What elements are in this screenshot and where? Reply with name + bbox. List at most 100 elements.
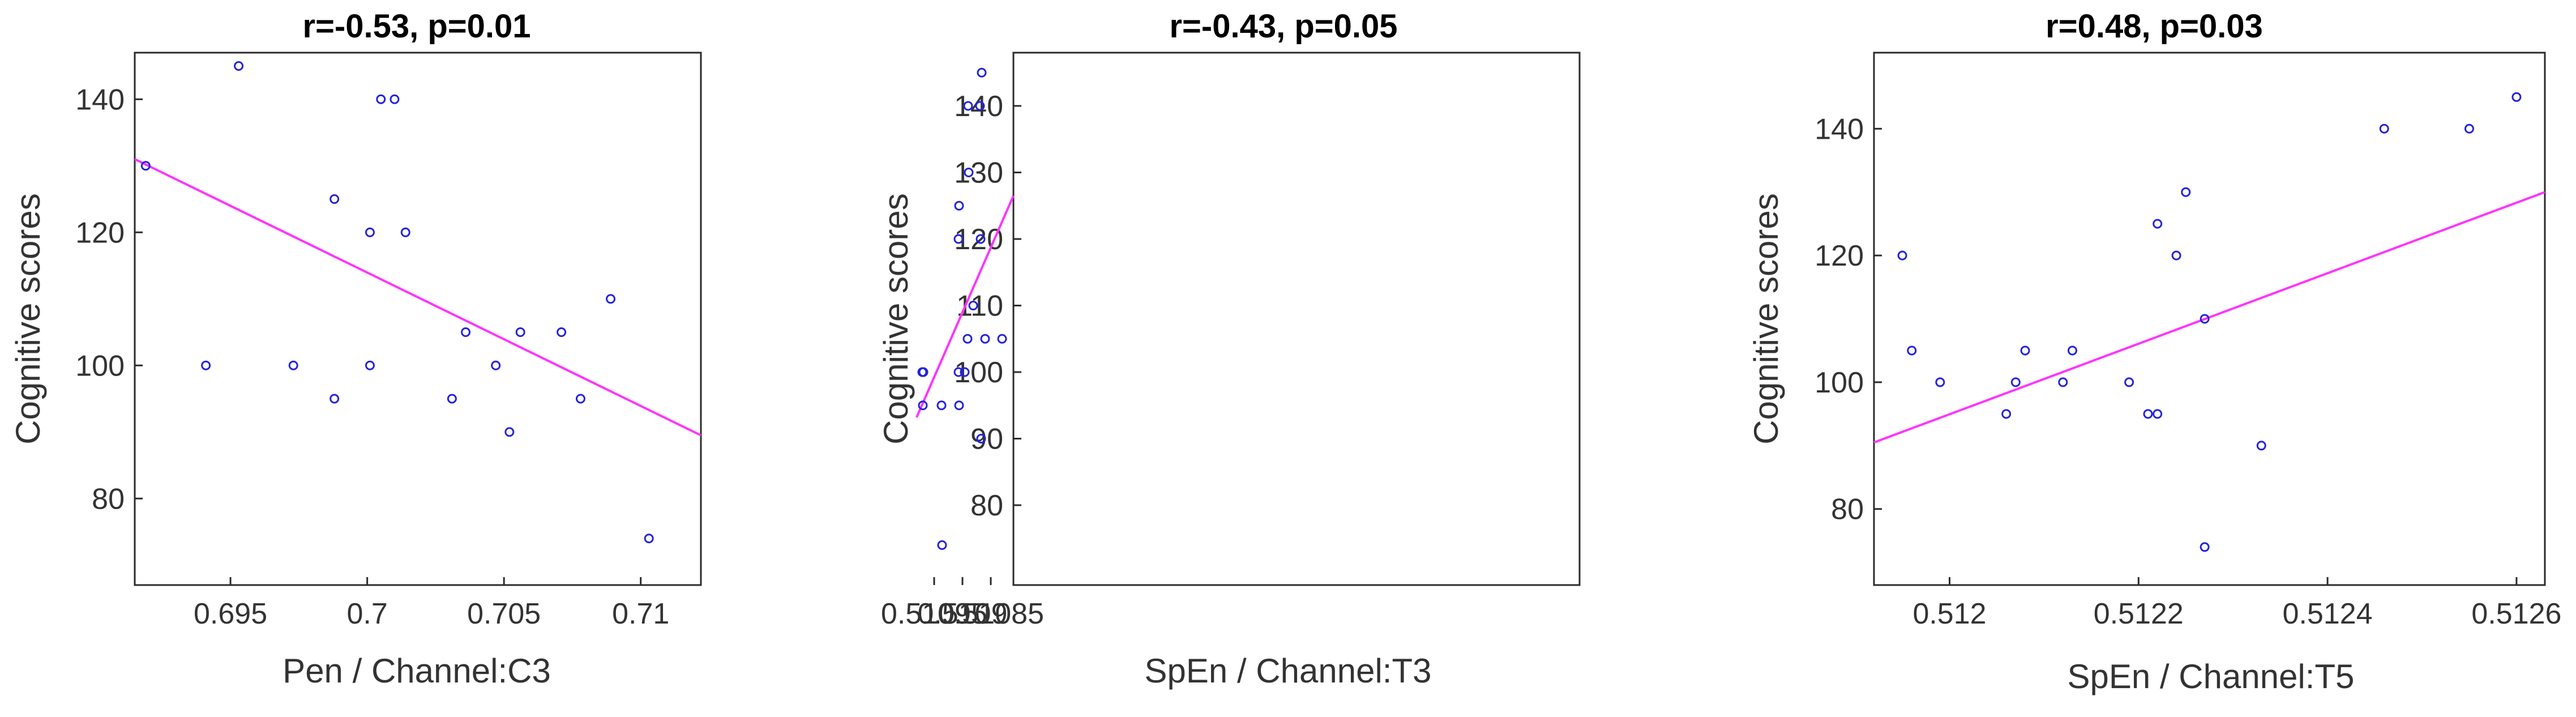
data-point: [2010, 377, 2021, 387]
data-point: [2067, 345, 2077, 356]
data-point: [1907, 345, 1917, 356]
data-point: [515, 327, 525, 337]
data-point: [376, 94, 386, 104]
data-point: [960, 367, 970, 377]
data-point: [461, 327, 471, 337]
data-point: [2143, 409, 2153, 419]
regression-line: [915, 195, 1015, 418]
data-point: [2511, 92, 2522, 102]
data-point: [997, 334, 1007, 344]
data-point: [330, 394, 340, 404]
data-point: [288, 360, 298, 370]
data-point: [2153, 219, 2163, 229]
data-point: [390, 94, 400, 104]
data-point: [140, 161, 151, 171]
data-point: [2256, 441, 2266, 451]
x-tick-label: 0.7: [346, 598, 387, 630]
data-point: [504, 427, 515, 437]
data-point: [936, 400, 947, 411]
data-point: [917, 367, 927, 377]
x-tick-label: 0.512: [1912, 598, 1986, 630]
x-tick-label: 0.705: [467, 598, 541, 630]
scatter-panel-t5: r=0.48, p=0.03 0.512 0.5122 0.5124 0.5126 80…: [1747, 8, 2561, 695]
data-point: [976, 434, 986, 443]
x-tick-label: 0.71: [612, 598, 669, 630]
data-point: [937, 540, 947, 550]
data-point: [975, 234, 986, 244]
data-point: [2181, 187, 2191, 197]
data-point: [918, 400, 928, 411]
panel-title: r=-0.53, p=0.01: [302, 8, 530, 45]
data-point: [365, 227, 375, 237]
data-point: [447, 394, 457, 404]
data-point: [2200, 542, 2210, 552]
data-point: [365, 360, 375, 370]
y-tick-label: 80: [92, 483, 125, 515]
y-tick-label: 140: [1815, 113, 1864, 146]
data-point: [1935, 377, 1945, 387]
x-tick-label: 0.51095: [881, 598, 987, 630]
data-point: [980, 334, 990, 344]
x-tick-label: 0.5124: [2283, 598, 2373, 630]
y-axis-label: Cognitive scores: [877, 193, 915, 445]
x-tick-label: 0.5126: [2471, 598, 2561, 630]
data-point: [2379, 123, 2389, 134]
y-tick-label: 80: [970, 489, 1003, 522]
y-tick-label: 80: [1831, 493, 1864, 526]
y-tick-label: 100: [75, 349, 125, 382]
data-point: [954, 400, 964, 411]
data-point: [2171, 250, 2181, 261]
scatter-panel-c3: r=-0.53, p=0.01 0.695 0.7 0.705 0.71 80 100 12…: [9, 8, 702, 690]
y-axis-label: Cognitive scores: [9, 193, 47, 445]
data-point: [954, 200, 964, 211]
data-point: [2058, 377, 2068, 387]
data-point: [201, 360, 211, 370]
plot-frame: [1012, 52, 1581, 586]
data-point: [575, 394, 585, 404]
y-tick-label: 140: [75, 83, 125, 116]
regression-line: [134, 158, 701, 437]
x-tick-label: 0.695: [194, 598, 267, 630]
data-point: [2001, 409, 2012, 419]
x-tick-label: 0.51085: [938, 598, 1044, 630]
x-tick-label: 0.5122: [2094, 598, 2184, 630]
data-point: [2020, 345, 2030, 356]
data-point: [977, 67, 987, 78]
data-point: [2124, 377, 2134, 387]
y-tick-label: 90: [970, 423, 1003, 456]
plot-frame: [1873, 52, 2546, 586]
data-point: [953, 367, 964, 377]
data-point: [557, 327, 567, 337]
panel-title: r=0.48, p=0.03: [2046, 8, 2263, 45]
data-point: [1897, 250, 1907, 261]
data-point: [975, 101, 985, 111]
data-point: [968, 301, 978, 310]
plot-frame: [134, 52, 702, 586]
y-tick-label: 140: [954, 90, 1003, 123]
data-point: [644, 534, 654, 544]
data-point: [2200, 314, 2210, 324]
y-axis-label: Cognitive scores: [1747, 193, 1785, 445]
data-point: [234, 61, 244, 71]
y-tick-label: 120: [954, 223, 1003, 256]
data-point: [964, 168, 974, 177]
x-axis-label: Pen / Channel:C3: [283, 652, 551, 690]
data-point: [2464, 123, 2474, 134]
x-axis-label: SpEn / Channel:T5: [2068, 658, 2355, 695]
regression-line: [1873, 191, 2545, 444]
x-axis-label: SpEn / Channel:T3: [1145, 652, 1432, 690]
x-tick-label: 0.5109: [917, 598, 1007, 630]
data-point: [962, 334, 973, 344]
y-tick-label: 120: [75, 216, 125, 249]
data-point: [400, 227, 410, 237]
data-point: [606, 294, 616, 304]
data-point: [491, 360, 501, 370]
data-point: [330, 194, 340, 204]
data-point: [2153, 409, 2163, 419]
y-tick-label: 100: [1815, 366, 1864, 399]
data-point: [953, 234, 964, 244]
data-point: [963, 101, 973, 111]
y-tick-label: 120: [1815, 240, 1864, 272]
